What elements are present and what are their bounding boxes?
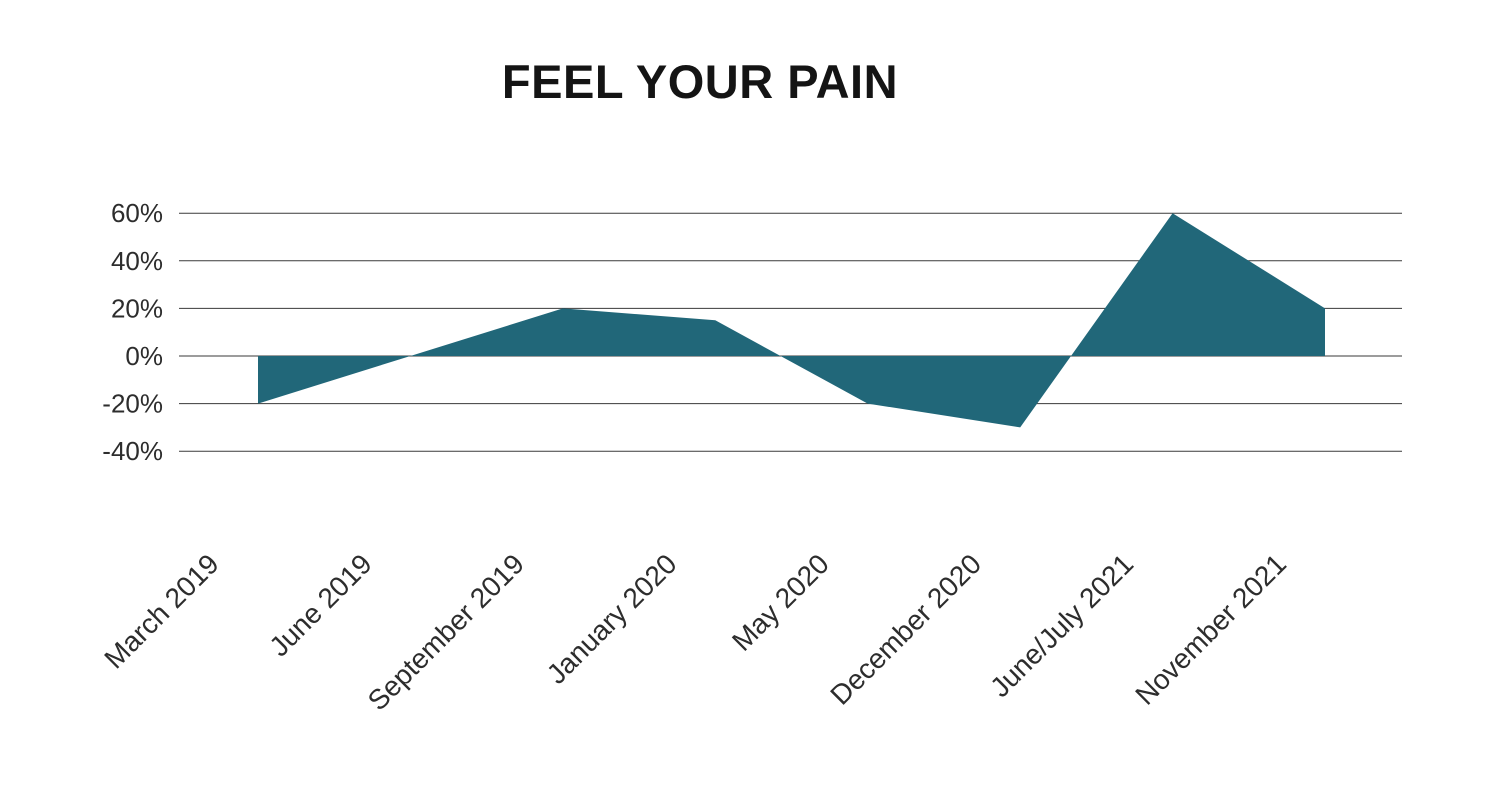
y-tick-label: 40% [111, 246, 163, 276]
y-tick-label: 0% [125, 341, 163, 371]
area-series [258, 213, 1325, 428]
y-tick-label: 60% [111, 198, 163, 228]
chart-title: FEEL YOUR PAIN [501, 55, 899, 108]
y-tick-label: -20% [102, 389, 163, 419]
y-tick-label: -40% [102, 436, 163, 466]
y-tick-label: 20% [111, 293, 163, 323]
